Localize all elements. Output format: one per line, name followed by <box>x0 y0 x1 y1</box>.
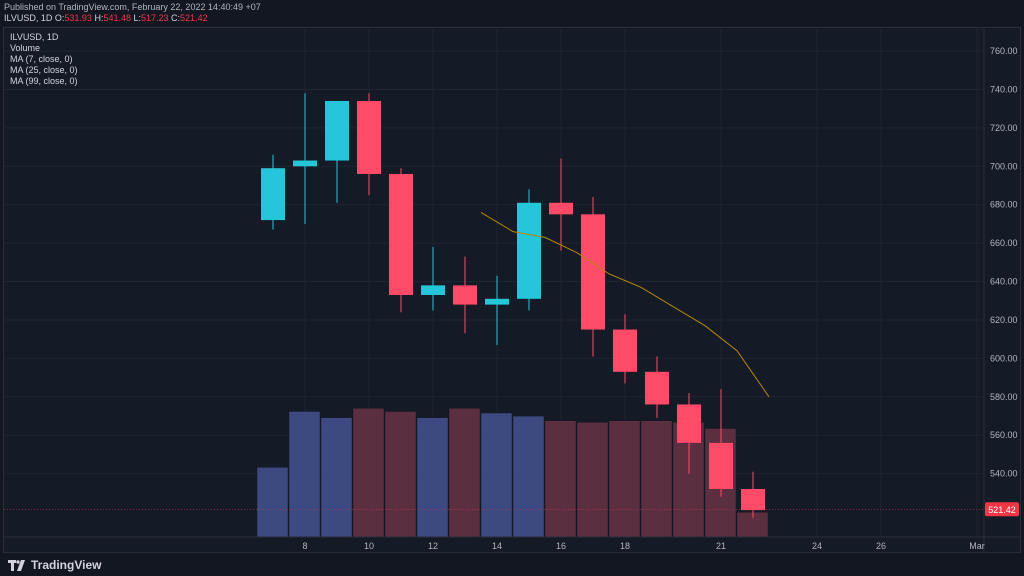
candles <box>261 93 765 518</box>
price-tick-label: 580.00 <box>990 392 1018 402</box>
price-axis: 540.00 560.00 580.00 600.00 620.00 640.00 660.… <box>983 28 1018 553</box>
time-tick-label: 21 <box>716 541 726 551</box>
time-tick-label: 12 <box>428 541 438 551</box>
time-tick-label: 8 <box>302 541 307 551</box>
high-value: 541.48 <box>103 13 131 23</box>
candle-body <box>613 329 637 372</box>
moving-average <box>480 211 770 398</box>
legend-symbol[interactable]: ILVUSD, 1D <box>10 32 59 42</box>
close-label: C: <box>171 13 181 23</box>
last-price-marker: 521.42 <box>4 502 1019 517</box>
candle-body <box>517 202 541 299</box>
publish-info: Published on TradingView.com, February 2… <box>4 2 261 12</box>
last-price-label: 521.42 <box>988 505 1016 515</box>
time-tick-label: 24 <box>812 541 822 551</box>
low-value: 517.23 <box>141 13 169 23</box>
volume-bar <box>416 417 449 538</box>
price-tick-label: 700.00 <box>990 161 1018 171</box>
candle-body <box>677 404 701 443</box>
price-tick-label: 680.00 <box>990 200 1018 210</box>
volume-bar <box>544 420 577 538</box>
brand-name: TradingView <box>31 558 102 572</box>
price-tick-label: 660.00 <box>990 238 1018 248</box>
volume-bar <box>256 467 289 538</box>
price-tick-label: 540.00 <box>990 469 1018 479</box>
candle-body <box>261 168 285 221</box>
open-value: 531.93 <box>64 13 92 23</box>
candle-body <box>389 173 413 295</box>
ohlc-readout: ILVUSD, 1D O:531.93 H:541.48 L:517.23 C:… <box>4 13 208 23</box>
volume-bar <box>448 408 481 538</box>
time-tick-label: Mar <box>969 541 985 551</box>
tradingview-logo[interactable]: TradingView <box>8 558 101 572</box>
time-axis: 8 10 12 14 16 18 21 24 26 Mar <box>4 536 1021 551</box>
time-tick-label: 26 <box>876 541 886 551</box>
time-tick-label: 18 <box>620 541 630 551</box>
price-tick-label: 640.00 <box>990 277 1018 287</box>
price-tick-label: 720.00 <box>990 123 1018 133</box>
volume-bar <box>320 417 353 538</box>
open-label: O: <box>54 13 65 23</box>
tradingview-icon <box>8 559 25 571</box>
high-label: H: <box>94 13 104 23</box>
legend-ma99[interactable]: MA (99, close, 0) <box>10 76 78 86</box>
close-value: 521.42 <box>180 13 208 23</box>
publish-header: Published on TradingView.com, February 2… <box>0 0 1024 26</box>
candle-body <box>549 202 573 215</box>
last-price-badge <box>985 502 1019 517</box>
volume-bar <box>352 408 385 538</box>
candle-body <box>293 160 317 167</box>
volume-bar <box>640 420 673 538</box>
time-tick-label: 14 <box>492 541 502 551</box>
low-label: L: <box>133 13 141 23</box>
volume-bar <box>480 412 513 538</box>
price-tick-label: 760.00 <box>990 46 1018 56</box>
price-tick-label: 600.00 <box>990 353 1018 363</box>
candle-body <box>709 442 733 489</box>
ma-line <box>480 211 770 398</box>
footer-bar <box>0 553 1024 576</box>
candle-body <box>357 100 381 174</box>
legend-volume[interactable]: Volume <box>10 43 41 53</box>
volume-bar <box>384 411 417 538</box>
price-tick-label: 560.00 <box>990 430 1018 440</box>
volume-bar <box>288 411 321 538</box>
indicator-legend: ILVUSD, 1D Volume MA (7, close, 0) MA (2… <box>10 32 78 87</box>
legend-ma7[interactable]: MA (7, close, 0) <box>10 54 73 64</box>
price-tick-label: 620.00 <box>990 315 1018 325</box>
volume-bar <box>512 415 545 538</box>
symbol-label: ILVUSD, 1D <box>4 13 53 23</box>
candle-body <box>741 488 765 511</box>
price-tick-label: 740.00 <box>990 84 1018 94</box>
candle-body <box>453 285 477 305</box>
volume-bar <box>576 422 609 538</box>
candle-body <box>485 298 509 305</box>
candle-body <box>421 285 445 295</box>
time-tick-label: 10 <box>364 541 374 551</box>
candle-body <box>645 371 669 405</box>
volume-bar <box>608 420 641 538</box>
candle-body <box>325 100 349 161</box>
candle-body <box>581 214 605 330</box>
legend-ma25[interactable]: MA (25, close, 0) <box>10 65 78 75</box>
time-tick-label: 16 <box>556 541 566 551</box>
